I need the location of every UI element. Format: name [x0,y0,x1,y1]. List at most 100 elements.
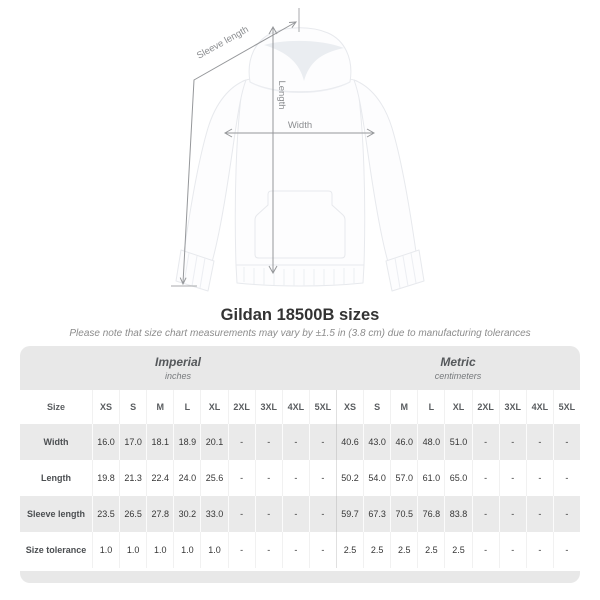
size-column-header: S [363,390,390,424]
table-cell: - [552,532,580,568]
table-row: Length 19.8 21.3 22.4 24.0 25.6- - - -50.2 54.0 57… [20,460,580,496]
metric-group-header: Metric centimeters [336,346,580,390]
row-label: Length [41,473,71,483]
table-cell: 48.0 [417,424,444,460]
table-cell: 1.0 [173,532,200,568]
tolerance-note: Please note that size chart measurements… [69,328,531,339]
table-row: Size XS S M L XL 2XL 3XL 4XL 5XL XS S M L XL 2XL 3XL 4XL 5… [20,390,580,424]
table-cell: 70.5 [390,496,417,532]
page-title: Gildan 18500B sizes [220,306,380,324]
table-cell: 1.0 [92,532,119,568]
table-cell: 18.1 [146,424,173,460]
size-column-header: 2XL [227,390,255,424]
table-cell: 43.0 [363,424,390,460]
size-column-header: XS [92,390,119,424]
sleeve-length-arrow [182,21,297,284]
table-cell: 17.0 [119,424,146,460]
table-cell: - [308,460,336,496]
table-cell: - [525,532,553,568]
table-cell: 30.2 [173,496,200,532]
table-cell: - [552,496,580,532]
table-cell: 2.5 [363,532,390,568]
table-footer-band [20,571,580,583]
size-table: Imperial inches Metric centimeters Size X… [20,346,580,583]
size-column-header: M [146,390,173,424]
size-column-header: 5XL [552,390,580,424]
table-cell: 33.0 [200,496,227,532]
table-cell: 2.5 [444,532,471,568]
table-cell: - [254,460,282,496]
size-corner-header: Size [46,402,65,412]
table-cell: 65.0 [444,460,471,496]
table-cell: - [308,532,336,568]
hoodie-measurement-diagram: Sleeve length Length Width [171,8,425,292]
table-cell: - [471,460,499,496]
table-cell: - [227,496,255,532]
sleeve-arrowhead-top [288,21,298,28]
table-cell: 2.5 [417,532,444,568]
table-cell: 19.8 [92,460,119,496]
table-cell: - [498,460,526,496]
table-cell: - [308,496,336,532]
table-cell: 27.8 [146,496,173,532]
table-cell: - [254,532,282,568]
right-cuff-ribbing [394,252,417,289]
table-cell: - [281,496,309,532]
table-cell: - [227,460,255,496]
imperial-group-name: Imperial [154,355,202,369]
table-cell: 2.5 [390,532,417,568]
left-cuff-ribbing [183,252,206,289]
table-cell: 76.8 [417,496,444,532]
size-column-header: L [173,390,200,424]
sleeve-length-label: Sleeve length [195,24,251,62]
sleeve-arrowhead-bottom [179,277,187,286]
size-column-header: S [119,390,146,424]
table-cell: 25.6 [200,460,227,496]
size-column-header: 3XL [498,390,526,424]
table-cell: 26.5 [119,496,146,532]
table-row: Size tolerance 1.0 1.0 1.0 1.0 1.0- - - -2.5 2.5 2… [20,532,580,568]
table-cell: 24.0 [173,460,200,496]
row-label: Sleeve length [26,509,86,519]
hood-opening [264,40,344,81]
imperial-group-header: Imperial inches [20,346,336,390]
width-arrowhead-right [366,128,376,138]
table-cell: - [498,532,526,568]
metric-group-name: Metric [440,355,476,369]
table-cell: 1.0 [119,532,146,568]
length-arrowhead-bottom [268,265,278,275]
size-column-header: 3XL [254,390,282,424]
table-cell: 67.3 [363,496,390,532]
table-cell: 59.7 [335,496,363,532]
table-cell: - [254,496,282,532]
table-cell: - [308,424,336,460]
table-cell: 18.9 [173,424,200,460]
table-cell: - [281,460,309,496]
table-cell: - [227,424,255,460]
units-header-band: Imperial inches Metric centimeters [20,346,580,390]
size-column-header: M [390,390,417,424]
table-cell: - [281,424,309,460]
row-label: Size tolerance [25,545,87,555]
row-label: Width [43,437,69,447]
table-cell: 61.0 [417,460,444,496]
table-cell: 57.0 [390,460,417,496]
size-column-header: 2XL [471,390,499,424]
metric-group-unit: centimeters [434,371,482,381]
table-cell: - [498,496,526,532]
table-cell: - [254,424,282,460]
table-row: Sleeve length 23.5 26.5 27.8 30.2 33.0- - - -59.… [20,496,580,532]
table-cell: 1.0 [146,532,173,568]
table-cell: - [525,496,553,532]
hoodie-pocket [254,190,346,259]
table-cell: - [471,496,499,532]
length-arrowhead-top [268,25,278,35]
table-cell: 23.5 [92,496,119,532]
table-cell: 2.5 [335,532,363,568]
table-cell: - [471,424,499,460]
table-cell: 46.0 [390,424,417,460]
table-cell: - [525,424,553,460]
width-label: Width [288,120,312,131]
hoodie-hem [235,264,365,287]
